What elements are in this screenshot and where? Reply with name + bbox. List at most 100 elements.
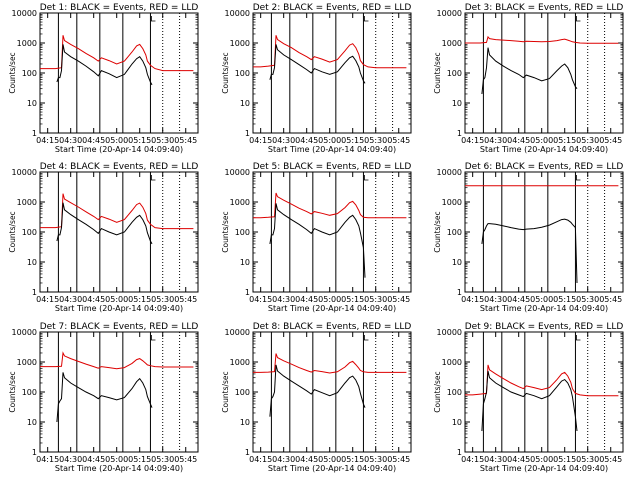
y-tick-label: 1 [457, 129, 462, 138]
y-tick-label: 100 [447, 69, 462, 78]
y-tick-label: 100 [235, 388, 250, 397]
plot-frame [252, 331, 412, 453]
x-tick-label: 04:30 [272, 455, 295, 464]
marker-hook [364, 335, 369, 341]
x-tick-label: 05:30 [364, 295, 387, 304]
x-tick-label: 05:00 [318, 136, 341, 145]
x-tick-label: 05:45 [174, 455, 197, 464]
chart-det-8: Det 8: BLACK = Events, RED = LLD 1 10 100 10… [221, 322, 412, 473]
y-tick-label: 1000 [17, 358, 37, 367]
x-tick-label: 05:15 [341, 136, 364, 145]
x-tick-label: 05:15 [341, 295, 364, 304]
events-line [481, 370, 578, 432]
marker-hook [151, 175, 156, 181]
events-line [481, 218, 578, 284]
x-tick-label: 04:45 [507, 136, 530, 145]
x-tick-label: 05:30 [151, 136, 174, 145]
x-tick-label: 04:30 [59, 136, 82, 145]
x-tick-label: 05:45 [387, 455, 410, 464]
x-tick-label: 05:45 [387, 136, 410, 145]
x-tick-label: 05:45 [387, 295, 410, 304]
x-tick-label: 05:45 [174, 136, 197, 145]
x-tick-label: 04:30 [484, 136, 507, 145]
events-line [56, 372, 153, 423]
x-tick-label: 05:30 [576, 136, 599, 145]
x-tick-label: 04:45 [82, 295, 105, 304]
x-tick-label: 05:00 [318, 295, 341, 304]
x-tick-label: 05:00 [105, 136, 128, 145]
plot-frame [39, 331, 199, 453]
y-tick-label: 10 [27, 418, 37, 427]
chart-det-6: Det 6: BLACK = Events, RED = LLD 1 10 100 10… [433, 162, 624, 313]
events-line [56, 202, 153, 245]
y-tick-label: 10000 [225, 9, 250, 18]
chart-det-1: Det 1: BLACK = Events, RED = LLD 1 10 100 10… [8, 3, 199, 154]
y-tick-label: 100 [22, 69, 37, 78]
x-tick-label: 04:30 [272, 136, 295, 145]
chart-det-7: Det 7: BLACK = Events, RED = LLD 1 10 100 10… [8, 322, 199, 473]
y-tick-label: 1 [245, 448, 250, 457]
y-tick-label: 10000 [225, 168, 250, 177]
chart-det-5: Det 5: BLACK = Events, RED = LLD 1 10 100 10… [221, 162, 412, 313]
plot-frame [252, 12, 412, 134]
chart-title: Det 1: BLACK = Events, RED = LLD [40, 3, 199, 13]
lld-line [40, 193, 194, 230]
x-tick-label: 05:00 [530, 136, 553, 145]
events-line [56, 44, 153, 86]
x-axis-label: Start Time (20-Apr-14 04:09:40) [480, 145, 608, 154]
x-tick-label: 05:30 [151, 455, 174, 464]
y-axis-label: Counts/sec [221, 371, 230, 412]
y-tick-label: 1000 [17, 198, 37, 207]
x-tick-label: 05:45 [599, 136, 622, 145]
events-line [269, 203, 366, 278]
lld-line [465, 364, 619, 397]
x-tick-label: 04:30 [272, 295, 295, 304]
y-tick-label: 1 [245, 288, 250, 297]
y-tick-label: 1000 [230, 39, 250, 48]
y-tick-label: 1000 [442, 198, 462, 207]
x-tick-label: 04:45 [507, 455, 530, 464]
x-tick-label: 05:45 [174, 295, 197, 304]
x-tick-label: 04:30 [59, 455, 82, 464]
x-tick-label: 04:45 [295, 455, 318, 464]
plot-frame [464, 12, 624, 134]
x-tick-label: 04:15 [249, 455, 272, 464]
y-tick-label: 100 [235, 69, 250, 78]
chart-title: Det 2: BLACK = Events, RED = LLD [253, 3, 412, 13]
y-tick-label: 10 [27, 258, 37, 267]
x-axis-label: Start Time (20-Apr-14 04:09:40) [268, 464, 396, 473]
y-tick-label: 1000 [442, 358, 462, 367]
y-tick-label: 100 [447, 228, 462, 237]
x-tick-label: 04:15 [461, 295, 484, 304]
y-tick-label: 1000 [230, 358, 250, 367]
x-tick-label: 05:45 [599, 455, 622, 464]
marker-hook [576, 335, 581, 341]
chart-title: Det 5: BLACK = Events, RED = LLD [253, 162, 412, 172]
y-tick-label: 100 [22, 388, 37, 397]
y-tick-label: 100 [447, 388, 462, 397]
marker-hook [151, 335, 156, 341]
x-tick-label: 05:30 [364, 455, 387, 464]
y-tick-label: 1000 [17, 39, 37, 48]
x-tick-label: 05:00 [530, 295, 553, 304]
x-tick-label: 04:15 [249, 295, 272, 304]
x-tick-label: 04:30 [484, 295, 507, 304]
y-axis-label: Counts/sec [433, 371, 442, 412]
marker-hook [576, 175, 581, 181]
y-tick-label: 10 [240, 258, 250, 267]
lld-line [465, 35, 619, 44]
y-axis-label: Counts/sec [8, 52, 17, 93]
x-tick-label: 05:00 [318, 455, 341, 464]
x-axis-label: Start Time (20-Apr-14 04:09:40) [480, 304, 608, 313]
x-tick-label: 04:30 [59, 295, 82, 304]
x-tick-label: 05:00 [105, 295, 128, 304]
x-axis-label: Start Time (20-Apr-14 04:09:40) [55, 464, 183, 473]
x-tick-label: 05:30 [151, 295, 174, 304]
marker-hook [364, 175, 369, 181]
y-tick-label: 1000 [442, 39, 462, 48]
x-tick-label: 05:15 [341, 455, 364, 464]
y-tick-label: 1 [457, 448, 462, 457]
x-tick-label: 04:45 [507, 295, 530, 304]
plot-frame [464, 331, 624, 453]
